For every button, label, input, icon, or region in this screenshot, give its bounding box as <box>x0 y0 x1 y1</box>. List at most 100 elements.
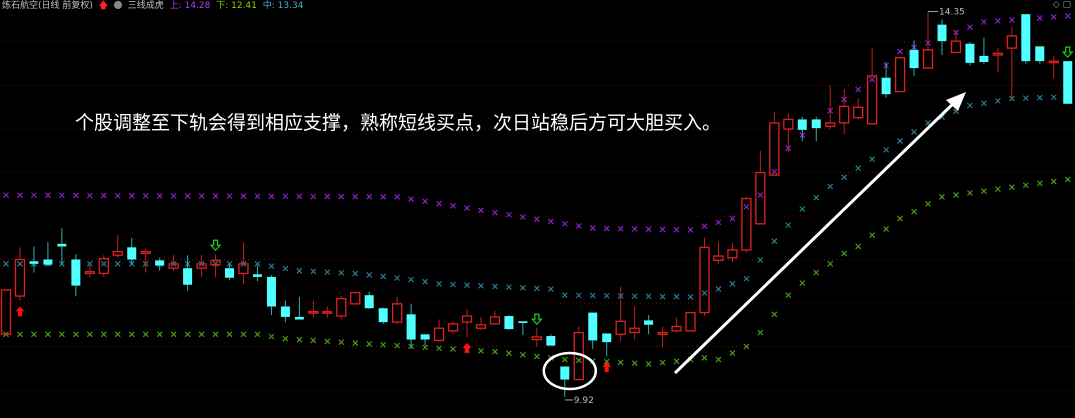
upper-band-marker <box>617 225 624 232</box>
lower-band-marker <box>422 344 429 351</box>
candle-body <box>210 259 221 266</box>
candle-body <box>1035 46 1045 62</box>
middle-band-marker <box>897 137 904 144</box>
middle-band-marker <box>813 194 820 201</box>
lower-band-marker <box>156 331 163 338</box>
candle-body <box>546 336 556 346</box>
middle-band-marker <box>408 276 415 283</box>
candle-body <box>741 197 752 251</box>
middle-band-marker <box>967 102 973 109</box>
upper-band-value: 上: 14.28 <box>169 1 211 11</box>
lower-band-marker <box>785 292 792 299</box>
candle-body <box>140 251 151 255</box>
buy-arrow-icon <box>602 362 612 373</box>
candle-body <box>489 316 501 325</box>
upper-band-marker <box>17 192 23 199</box>
middle-band-marker <box>450 281 456 288</box>
upper-band-marker <box>366 193 373 200</box>
middle-band-marker <box>701 290 708 296</box>
lower-band-marker <box>939 193 945 200</box>
upper-band-marker <box>492 209 498 216</box>
middle-band-marker <box>841 174 848 181</box>
low-price-label: 9.92 <box>574 396 594 406</box>
signal-markers <box>15 46 1074 373</box>
stock-title[interactable]: 炼石航空(日线 前复权) <box>2 1 93 11</box>
lower-band-marker <box>114 331 121 338</box>
lower-band-marker <box>184 331 191 338</box>
lower-band-marker <box>240 331 247 338</box>
candle-body <box>238 263 249 275</box>
lower-band-marker <box>450 346 456 353</box>
window-icon[interactable]: ▢ <box>1062 0 1071 10</box>
candle-body <box>252 274 262 277</box>
upper-band-marker <box>659 226 666 233</box>
lower-band-marker <box>827 260 834 267</box>
middle-band-marker <box>729 280 736 287</box>
middle-band-marker <box>3 260 9 267</box>
lower-band-marker <box>883 226 890 232</box>
lower-band-marker <box>617 359 624 366</box>
lower-band-marker <box>869 232 876 239</box>
indicator-name[interactable]: 三线成虎 <box>127 1 164 11</box>
upper-band-marker <box>282 193 289 200</box>
candle-body <box>881 77 891 95</box>
middle-band-marker <box>603 292 610 299</box>
lower-band-marker <box>86 331 93 338</box>
lower-band-marker <box>1036 180 1043 187</box>
middle-band-marker <box>352 270 359 277</box>
middle-band-marker <box>114 260 121 267</box>
upper-band-marker <box>729 215 736 222</box>
lower-band-marker <box>841 250 848 257</box>
candle-body <box>1048 60 1059 64</box>
upper-band-marker <box>128 192 135 199</box>
lower-band-marker <box>324 338 331 345</box>
upper-band-marker <box>967 24 973 31</box>
candle-body <box>965 43 975 63</box>
lower-band-marker <box>44 331 51 338</box>
lower-band-marker <box>436 345 442 352</box>
candle-body <box>280 306 290 317</box>
diamond-icon[interactable]: ◇ <box>1052 0 1060 10</box>
indicator-toggle-icon[interactable] <box>113 1 122 9</box>
middle-band-marker <box>86 260 93 267</box>
upper-band-marker <box>897 48 904 55</box>
lower-band-marker <box>198 331 205 338</box>
lower-band-marker <box>813 269 820 276</box>
middle-band-marker <box>547 286 554 293</box>
candle-body <box>461 315 473 323</box>
middle-band-marker <box>100 260 107 267</box>
candle-body <box>155 260 165 266</box>
candle-body <box>588 312 598 341</box>
candle-body <box>769 122 780 176</box>
upper-band-marker <box>3 192 9 199</box>
candle-body <box>866 75 878 125</box>
middle-band-marker <box>282 265 289 272</box>
middle-band-value: 中: 13.34 <box>262 1 304 11</box>
candle-body <box>797 119 807 130</box>
candle-body <box>713 255 724 262</box>
upper-band-marker <box>575 223 582 229</box>
middle-band-marker <box>310 268 317 275</box>
lower-band-marker <box>659 359 666 366</box>
upper-band-marker <box>869 76 876 83</box>
lower-band-marker <box>128 331 135 338</box>
lower-band-marker <box>603 358 610 365</box>
upper-band-marker <box>352 193 359 200</box>
lower-band-marker <box>729 350 736 356</box>
middle-band-marker <box>911 128 917 135</box>
candle-body <box>0 289 12 335</box>
middle-band-marker <box>212 260 219 267</box>
candle-body <box>560 366 570 380</box>
upper-band-marker <box>58 192 65 199</box>
candle-body <box>950 40 962 54</box>
lower-band-marker <box>352 340 359 346</box>
candle-body <box>839 105 850 124</box>
upper-band-marker <box>980 19 987 25</box>
upper-band-marker <box>478 207 484 214</box>
candle-body <box>602 333 612 343</box>
middle-band-marker <box>296 267 303 274</box>
middle-band-marker <box>589 292 596 299</box>
lower-band-marker <box>17 331 23 338</box>
candle-body <box>504 316 514 330</box>
middle-band-marker <box>338 269 345 276</box>
